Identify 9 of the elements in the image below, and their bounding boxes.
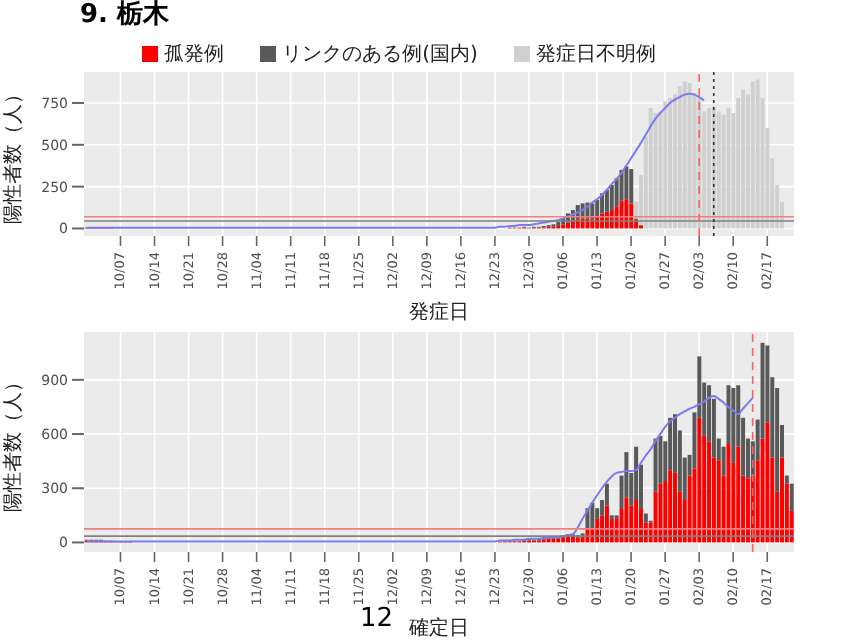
- chart-title: 9. 栃木: [78, 0, 172, 32]
- x-axis-title: 確定日: [407, 616, 469, 640]
- legend-label: 発症日不明例: [535, 41, 656, 68]
- legend-label: リンクのある例(国内): [282, 41, 478, 68]
- text: 12: [360, 604, 394, 634]
- y-axis-title: 陽性者数（人）: [1, 84, 26, 224]
- y-axis-title: 陽性者数（人）: [1, 372, 26, 512]
- legend-label: 孤発例: [164, 42, 225, 68]
- x-axis-title: 発症日: [409, 300, 469, 324]
